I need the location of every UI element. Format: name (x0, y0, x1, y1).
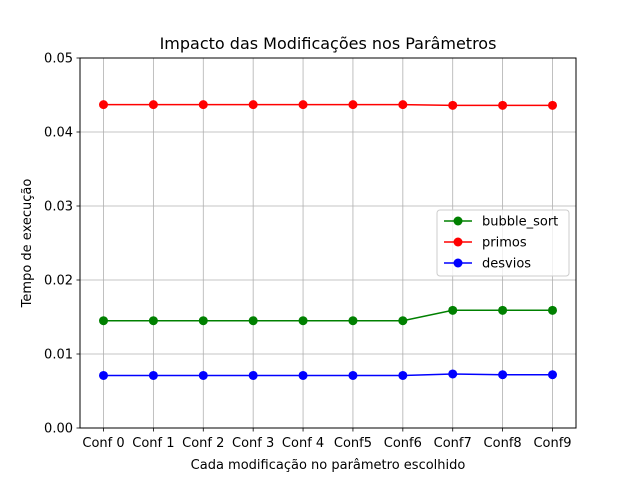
x-tick-label: Conf7 (434, 436, 472, 451)
data-point-primos (498, 100, 508, 110)
data-point-bubble_sort (398, 316, 408, 326)
x-tick-label: Conf9 (533, 436, 571, 451)
y-tick-label: 0.02 (44, 274, 73, 289)
axes: Conf 0 Conf 1 Conf 2 Conf 3 Conf 4 Conf5 Conf6… (44, 52, 572, 452)
data-point-bubble_sort (298, 316, 308, 326)
data-point-primos (348, 100, 358, 110)
series-layer (99, 100, 557, 380)
data-point-desvios (99, 370, 108, 380)
legend-marker-desvios (453, 258, 463, 268)
data-point-bubble_sort (99, 316, 108, 326)
legend-label-desvios: desvios (482, 257, 531, 272)
data-point-desvios (548, 370, 557, 380)
x-tick-label: Conf5 (334, 436, 372, 451)
y-axis-label: Tempo de execução (20, 179, 35, 309)
data-point-bubble_sort (348, 316, 358, 326)
chart-title: Impacto das Modificações nos Parâmetros (160, 34, 497, 53)
data-point-desvios (198, 370, 208, 380)
data-point-primos (99, 100, 108, 110)
data-point-desvios (448, 369, 458, 379)
data-point-bubble_sort (248, 316, 258, 326)
data-point-primos (198, 100, 208, 110)
data-point-desvios (248, 370, 258, 380)
legend-label-bubble_sort: bubble_sort (482, 215, 558, 230)
plot-frame (79, 57, 577, 429)
data-point-desvios (498, 370, 508, 380)
x-axis-label: Cada modificação no parâmetro escolhido (191, 458, 466, 473)
data-point-primos (398, 100, 408, 110)
x-tick-label: Conf6 (384, 436, 422, 451)
data-point-primos (448, 100, 458, 110)
series-line-primos (103, 103, 553, 107)
legend-marker-primos (453, 237, 463, 247)
data-point-bubble_sort (548, 305, 557, 315)
data-point-desvios (298, 370, 308, 380)
series-line-bubble_sort (103, 309, 553, 322)
y-tick-label: 0.01 (44, 348, 73, 363)
series-line-desvios (103, 373, 553, 377)
data-point-bubble_sort (448, 305, 458, 315)
data-point-bubble_sort (148, 316, 158, 326)
data-point-bubble_sort (198, 316, 208, 326)
data-point-primos (248, 100, 258, 110)
y-tick-label: 0.05 (44, 52, 73, 67)
x-tick-label: Conf8 (484, 436, 522, 451)
y-tick-label: 0.04 (44, 126, 73, 141)
x-tick-label: Conf 2 (182, 436, 224, 451)
data-point-primos (148, 100, 158, 110)
data-point-desvios (148, 370, 158, 380)
data-point-primos (548, 100, 557, 110)
y-tick-label: 0.03 (44, 200, 73, 215)
data-point-primos (298, 100, 308, 110)
x-tick-label: Conf 3 (232, 436, 274, 451)
x-tick-label: Conf 0 (82, 436, 124, 451)
legend-marker-bubble_sort (453, 216, 463, 226)
data-point-desvios (348, 370, 358, 380)
x-tick-label: Conf 4 (282, 436, 324, 451)
data-point-bubble_sort (498, 305, 508, 315)
y-tick-label: 0.00 (44, 422, 73, 437)
data-point-desvios (398, 370, 408, 380)
legend-box (436, 209, 570, 277)
legend-label-primos: primos (482, 236, 527, 251)
x-tick-label: Conf 1 (132, 436, 174, 451)
